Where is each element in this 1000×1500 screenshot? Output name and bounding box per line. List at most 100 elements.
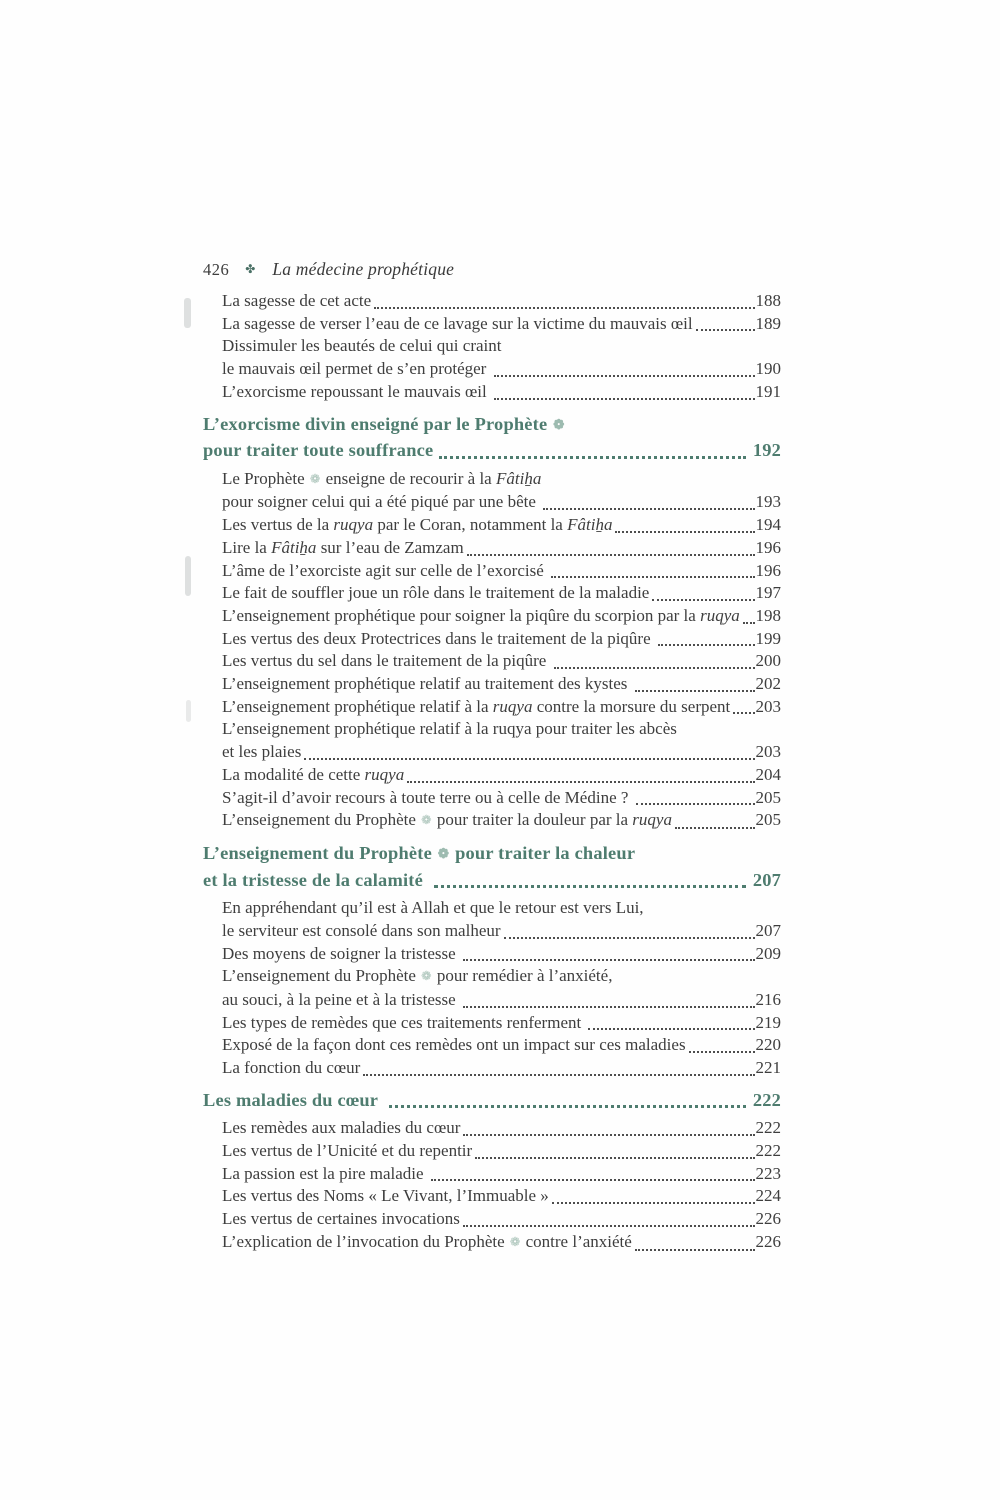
toc-entry: Le fait de souffler joue un rôle dans le… <box>203 582 781 605</box>
pbuh-calligraphy-icon: ❁ <box>309 471 321 486</box>
dotted-leader <box>493 397 755 400</box>
toc-line: La sagesse de cet acte 188 <box>222 290 781 313</box>
toc-entry: L’explication de l’invocation du Prophèt… <box>203 1231 781 1255</box>
toc-text: Les maladies du cœur <box>203 1088 383 1113</box>
toc-page-number: 216 <box>755 989 782 1009</box>
dotted-leader <box>657 644 755 647</box>
toc-text: pour traiter toute souffrance <box>203 438 433 463</box>
toc-text-segment: pour soigner celui qui a été piqué par u… <box>222 492 541 512</box>
toc-text-segment: contre l’anxiété <box>521 1231 632 1251</box>
toc-text: Les types de remèdes que ces traitements… <box>222 1012 585 1035</box>
toc-line: L’exorcisme divin enseigné par le Prophè… <box>203 412 781 439</box>
toc-text: En appréhendant qu’il est à Allah et que… <box>222 897 644 920</box>
toc-text: L’enseignement du Prophète ❁ pour traite… <box>222 809 672 833</box>
toc-line: L’enseignement prophétique relatif à la … <box>222 696 781 719</box>
dotted-leader <box>475 1156 755 1159</box>
toc-heading: L’exorcisme divin enseigné par le Prophè… <box>203 412 781 463</box>
toc-text-segment: Lire la <box>222 537 272 557</box>
toc-entry: S’agit-il d’avoir recours à toute terre … <box>203 787 781 810</box>
toc-page-number: 200 <box>755 651 782 671</box>
toc-entry: Le Prophète ❁ enseigne de recourir à la … <box>203 468 781 514</box>
toc-text: au souci, à la peine et à la tristesse <box>222 989 460 1012</box>
toc-page-number: 205 <box>755 810 782 830</box>
dotted-leader <box>388 1105 746 1109</box>
toc-line: Le fait de souffler joue un rôle dans le… <box>222 582 781 605</box>
toc-page-number: 204 <box>755 764 782 784</box>
dotted-leader <box>634 1248 755 1251</box>
toc-page-number: 205 <box>755 787 782 807</box>
toc-page-number: 226 <box>755 1231 782 1251</box>
toc-line: Les vertus de certaines invocations 226 <box>222 1208 781 1231</box>
toc-entry: En appréhendant qu’il est à Allah et que… <box>203 897 781 942</box>
dotted-leader <box>407 780 755 783</box>
dotted-leader <box>374 306 755 309</box>
toc-page-number: 226 <box>755 1209 782 1229</box>
toc-text-segment: pour remédier à l’anxiété, <box>432 966 613 986</box>
toc-line: le mauvais œil permet de s’en protéger 1… <box>222 358 781 381</box>
toc-text: Les vertus des Noms « Le Vivant, l’Immua… <box>222 1185 549 1208</box>
dotted-leader <box>462 1224 755 1227</box>
toc-text-segment: Les vertus des Noms « Le Vivant, l’Immua… <box>222 1186 549 1206</box>
toc-entry: Les vertus de l’Unicité et du repentir 22… <box>203 1140 781 1163</box>
dotted-leader <box>462 1005 755 1008</box>
toc-text: pour soigner celui qui a été piqué par u… <box>222 491 540 514</box>
toc-text-segment: pour traiter toute souffrance <box>203 440 434 461</box>
toc-text: L’exorcisme repoussant le mauvais œil <box>222 381 491 404</box>
toc-line: L’âme de l’exorciste agit sur celle de l… <box>222 560 781 583</box>
toc-page-number: 222 <box>755 1118 782 1138</box>
toc-text-segment: Des moyens de soigner la tristesse <box>222 943 460 963</box>
toc-page-number: 224 <box>755 1186 782 1206</box>
toc-page-number: 191 <box>755 381 782 401</box>
toc-page-number: 222 <box>755 1141 782 1161</box>
toc-line: La modalité de cette ruqya 204 <box>222 764 781 787</box>
toc-page-number: 202 <box>755 674 782 694</box>
toc-line: et les plaies 203 <box>222 741 781 764</box>
toc-text-segment: et la tristesse de la calamité <box>203 869 428 890</box>
toc-entry: Les vertus du sel dans le traitement de … <box>203 650 781 673</box>
toc-text-segment: enseigne de recourir à la <box>321 468 496 488</box>
toc-line: Les types de remèdes que ces traitements… <box>222 1012 781 1035</box>
pbuh-calligraphy-icon: ❁ <box>421 969 432 984</box>
toc-entry: Les types de remèdes que ces traitements… <box>203 1012 781 1035</box>
toc-text: L’enseignement du Prophète ❁ pour remédi… <box>222 965 612 989</box>
toc-line: Lire la Fâtiẖa sur l’eau de Zamzam 196 <box>222 537 781 560</box>
toc-text: le serviteur est consolé dans son malheu… <box>222 920 501 943</box>
toc-entry: Dissimuler les beautés de celui qui crai… <box>203 335 781 380</box>
toc-page-number: 196 <box>755 537 782 557</box>
toc-text-segment: Dissimuler les beautés de celui qui crai… <box>222 336 502 356</box>
dotted-leader <box>433 885 746 889</box>
dotted-leader <box>635 803 755 806</box>
toc-entry: L’enseignement prophétique pour soigner … <box>203 605 781 628</box>
toc-page-number: 194 <box>755 515 782 535</box>
toc-text-segment: pour traiter la chaleur <box>450 842 636 863</box>
toc-line: au souci, à la peine et à la tristesse 2… <box>222 989 781 1012</box>
toc-text-segment: par le Coran, notamment la <box>373 515 568 535</box>
dotted-leader <box>466 553 755 556</box>
toc-text-segment: ruqya <box>632 810 672 830</box>
toc-text: Des moyens de soigner la tristesse <box>222 943 460 966</box>
toc-page-number: 219 <box>755 1012 782 1032</box>
toc-text-segment: Le Prophète <box>222 468 309 488</box>
toc-entry: La passion est la pire maladie 223 <box>203 1163 781 1186</box>
dotted-leader <box>733 712 755 715</box>
toc-text-segment: Les types de remèdes que ces traitements… <box>222 1012 586 1032</box>
toc-page-number: 207 <box>755 920 782 940</box>
toc-entry: L’âme de l’exorciste agit sur celle de l… <box>203 560 781 583</box>
toc-page-number: 207 <box>752 869 781 890</box>
toc-line: pour traiter toute souffrance 192 <box>203 438 781 463</box>
page-header: 426 ✤ La médecine prophétique <box>203 259 781 280</box>
fleuron-icon: ✤ <box>245 262 256 276</box>
toc-text: le mauvais œil permet de s’en protéger <box>222 358 491 381</box>
toc-page-number: 192 <box>752 440 781 461</box>
dotted-leader <box>462 959 755 962</box>
toc-line: L’enseignement du Prophète ❁ pour remédi… <box>222 965 781 989</box>
toc-line: Les vertus des Noms « Le Vivant, l’Immua… <box>222 1185 781 1208</box>
toc-page-number: 220 <box>755 1035 782 1055</box>
dotted-leader <box>543 508 755 511</box>
toc-text-segment: Les vertus de l’Unicité et du repentir <box>222 1141 473 1161</box>
toc-line: et la tristesse de la calamité 207 <box>203 868 781 893</box>
dotted-leader <box>652 598 755 601</box>
toc-entry: L’enseignement prophétique relatif à la … <box>203 718 781 763</box>
toc-text: L’enseignement du Prophète ❁ pour traite… <box>203 841 635 868</box>
toc-text-segment: Les vertus de la <box>222 515 334 535</box>
